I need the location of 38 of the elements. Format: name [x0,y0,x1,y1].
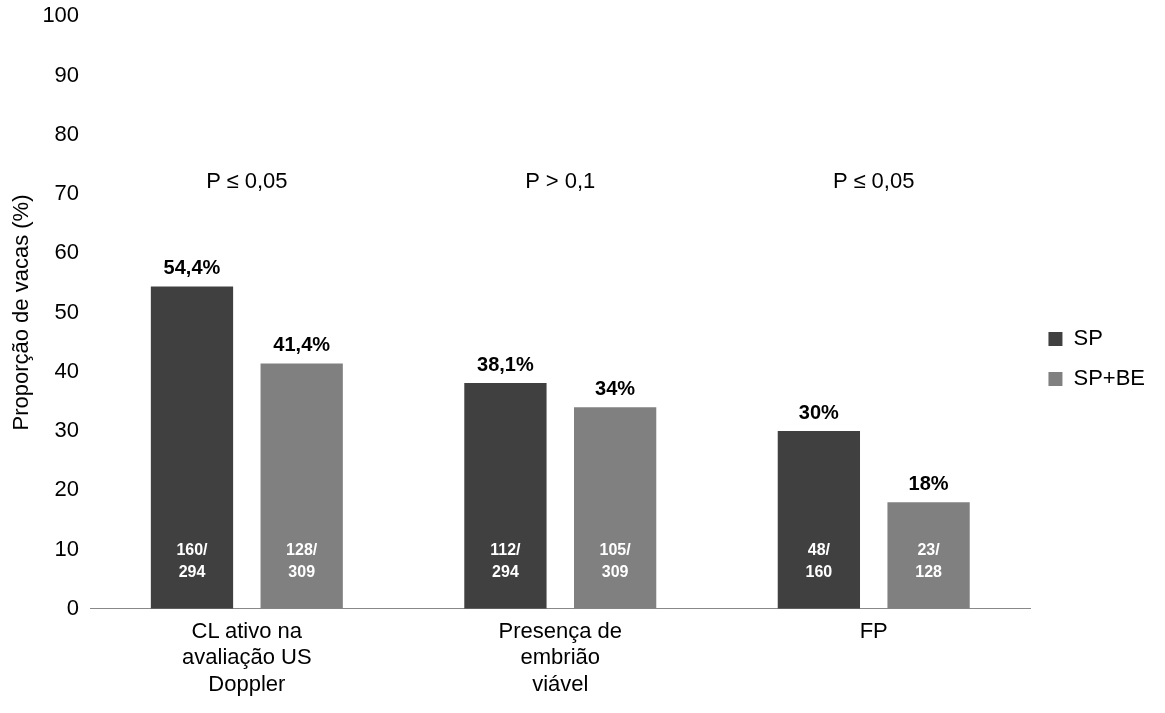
annotation: P ≤ 0,05 [206,168,288,194]
data-label: 34% [595,376,636,399]
legend-label: SP [1073,325,1103,351]
x-tick-label: FP [859,618,888,644]
bar [464,383,547,609]
y-tick-label: 70 [54,180,80,206]
bar [260,363,343,609]
bar [887,502,970,609]
annotation: 128/ 309 [286,540,318,580]
y-tick-label: 90 [54,61,80,87]
data-label: 54,4% [163,255,221,278]
y-axis-title: Proporção de vacas (%) [8,194,34,431]
y-tick-label: 30 [54,417,80,443]
annotation: 160/ 294 [176,540,209,580]
data-label: 41,4% [273,332,331,355]
y-tick-label: 10 [54,535,80,561]
bar [777,431,861,609]
data-label: 38,1% [477,352,534,375]
y-tick-label: 80 [54,120,80,146]
y-tick-label: 20 [54,476,80,502]
annotation: 112/ 294 [490,540,522,580]
data-label: 30% [798,400,840,423]
y-tick-label: 100 [42,2,80,28]
legend-label: SP+BE [1073,365,1145,391]
bar [150,286,234,609]
x-tick-label: CL ativo na avaliação US Doppler [182,618,312,696]
annotation: 48/ 160 [805,540,833,580]
annotation: P > 0,1 [525,168,596,194]
annotation: 105/ 309 [599,540,632,580]
x-tick-label: Presença de embrião viável [498,618,623,696]
y-tick-label: 50 [54,298,80,324]
annotation: P ≤ 0,05 [833,168,915,194]
bar [574,407,657,609]
y-tick-label: 60 [54,239,80,265]
y-tick-label: 40 [54,357,80,383]
annotation: 23/ 128 [915,540,943,580]
y-tick-label: 0 [66,594,80,620]
data-label: 18% [908,471,949,494]
